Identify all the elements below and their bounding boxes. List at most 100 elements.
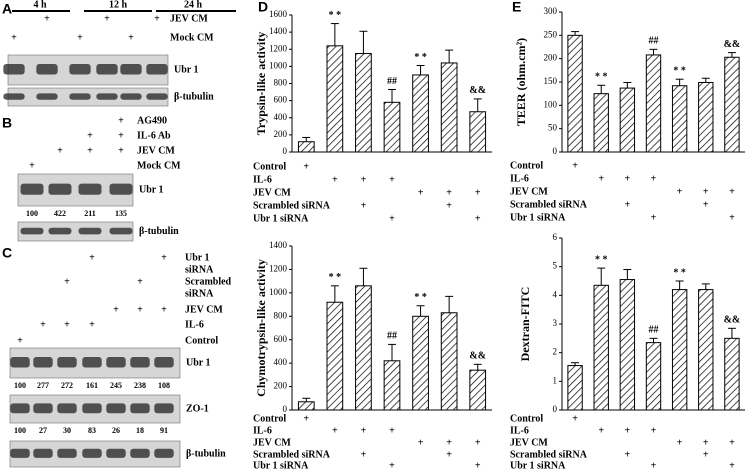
band	[10, 403, 30, 414]
y-tick-label: 1000	[269, 60, 288, 70]
plus-sign: +	[161, 304, 167, 315]
band	[10, 448, 30, 458]
plus-sign: +	[161, 252, 167, 263]
plus-sign: +	[57, 145, 63, 156]
bar	[383, 101, 401, 153]
bar	[645, 342, 662, 411]
band	[69, 93, 91, 100]
plus-sign: +	[729, 460, 735, 471]
band	[96, 93, 118, 100]
plus-sign: +	[361, 174, 367, 185]
treatment-label: IL-6	[253, 174, 272, 185]
band	[96, 64, 118, 75]
plus-sign: +	[598, 173, 604, 184]
y-tick-label: 5	[553, 261, 558, 271]
treatment-label: Ubr 1 siRNA	[510, 460, 566, 471]
blot-label: β-tubulin	[174, 91, 214, 102]
band	[154, 403, 174, 414]
treatment-label: Ubr 1 siRNA	[510, 212, 566, 223]
blot-label: β-tubulin	[186, 448, 226, 459]
y-tick-label: 600	[274, 95, 288, 105]
y-tick-label: 300	[544, 6, 558, 16]
band	[48, 183, 72, 195]
plus-sign: +	[303, 161, 309, 172]
significance: &&	[724, 315, 741, 326]
bar	[593, 284, 609, 411]
panel-letter: D	[258, 0, 268, 15]
band	[48, 227, 72, 235]
plus-sign: +	[651, 212, 657, 223]
plus-sign: +	[303, 413, 309, 424]
plus-sign: +	[625, 199, 631, 210]
band-value: 27	[39, 426, 47, 435]
plus-sign: +	[446, 200, 452, 211]
plus-sign: +	[17, 335, 23, 346]
plus-sign: +	[677, 437, 683, 448]
y-tick-label: 400	[274, 357, 288, 367]
blot-label: Ubr 1	[186, 357, 211, 368]
band	[33, 403, 53, 414]
row-label: siRNA	[185, 264, 214, 275]
blot-label: β-tubulin	[139, 226, 179, 237]
y-tick-label: 800	[274, 78, 288, 88]
band-value: 83	[88, 426, 96, 435]
band	[3, 64, 25, 75]
time-label: 4 h	[33, 0, 47, 10]
band	[146, 93, 168, 100]
plus-sign: +	[729, 186, 735, 197]
band	[20, 227, 44, 235]
treatment-label: Ubr 1 siRNA	[253, 213, 309, 224]
bar	[567, 365, 583, 411]
plus-sign: +	[625, 425, 631, 436]
plus-sign: +	[104, 13, 110, 24]
plus-sign: +	[118, 115, 124, 126]
band	[33, 357, 53, 368]
band-value: 277	[37, 381, 49, 390]
bar	[671, 289, 688, 411]
plus-sign: +	[389, 213, 395, 224]
plus-sign: +	[118, 145, 124, 156]
significance: * *	[673, 267, 686, 278]
bar	[469, 111, 487, 153]
y-tick-label: 1200	[269, 43, 288, 53]
band	[109, 227, 133, 235]
plus-sign: +	[446, 449, 452, 460]
bar	[326, 45, 344, 153]
plus-sign: +	[389, 460, 395, 471]
y-tick-label: 400	[274, 112, 288, 122]
treatment-label: Scrambled siRNA	[510, 199, 588, 210]
plus-sign: +	[332, 425, 338, 436]
band	[146, 64, 168, 75]
plus-sign: +	[729, 212, 735, 223]
row-label: JEV CM	[185, 304, 223, 315]
treatment-label: Control	[253, 161, 286, 172]
treatment-label: Ubr 1 siRNA	[253, 460, 309, 471]
plus-sign: +	[118, 130, 124, 141]
blot-label: Ubr 1	[174, 64, 199, 75]
y-tick-label: 3	[553, 318, 558, 328]
treatment-label: Control	[510, 413, 543, 424]
plus-sign: +	[64, 319, 70, 330]
band	[106, 448, 126, 458]
band	[3, 93, 25, 100]
band	[120, 93, 142, 100]
row-label: Mock CM	[137, 160, 181, 171]
band-value: 422	[54, 209, 66, 218]
y-tick-label: 100	[544, 99, 558, 109]
treatment-label: Control	[510, 160, 543, 171]
bar	[469, 369, 487, 411]
significance: ##	[387, 76, 397, 87]
plus-sign: +	[418, 187, 424, 198]
band-value: 108	[158, 381, 170, 390]
y-tick-label: 2	[553, 347, 558, 357]
treatment-label: JEV CM	[253, 437, 291, 448]
band	[106, 357, 126, 368]
y-tick-label: 200	[274, 381, 288, 391]
bar	[383, 360, 401, 411]
y-axis-label: Chymotrypsin-like activity	[254, 259, 268, 397]
y-tick-label: 0	[553, 404, 558, 414]
y-tick-label: 50	[548, 123, 558, 133]
plus-sign: +	[11, 32, 17, 43]
y-tick-label: 600	[274, 334, 288, 344]
plus-sign: +	[128, 32, 134, 43]
